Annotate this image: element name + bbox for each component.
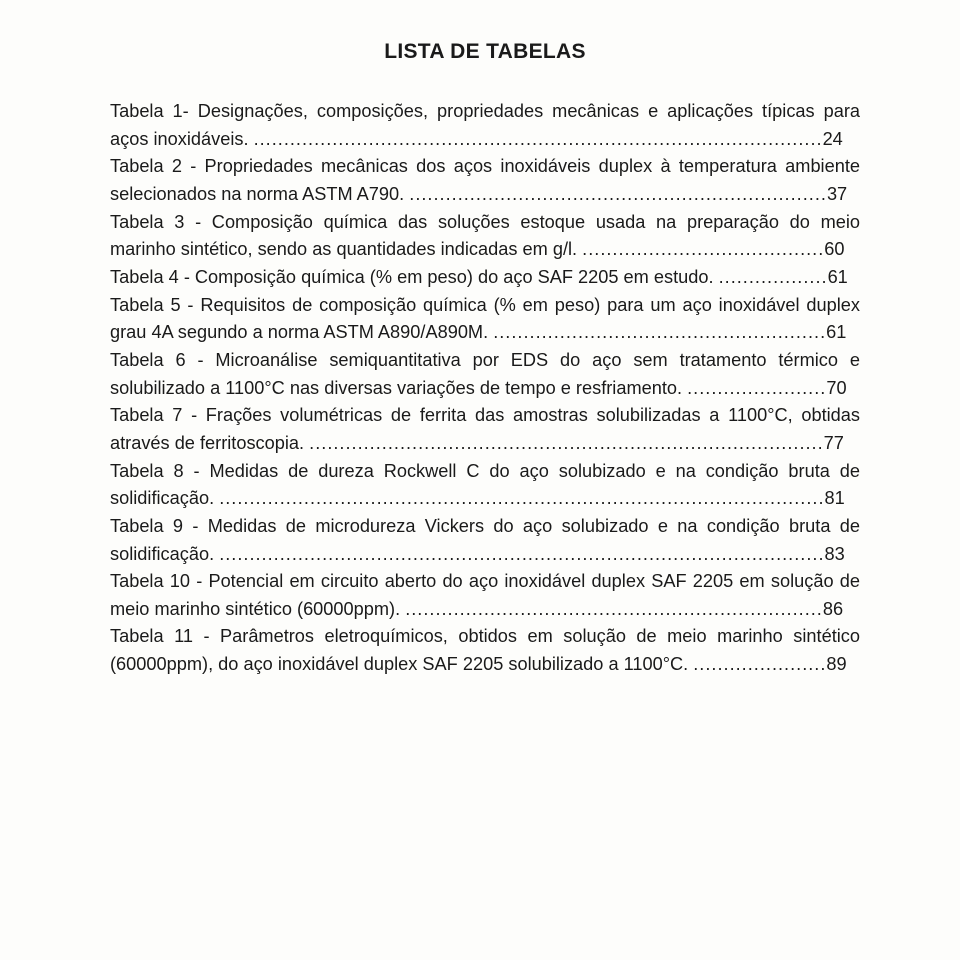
toc-entry: Tabela 5 - Requisitos de composição quím… [110, 292, 860, 347]
toc-entry-page: 61 [828, 267, 848, 287]
toc-leader-dots: ........................................… [219, 544, 824, 564]
page-container: LISTA DE TABELAS Tabela 1- Designações, … [0, 0, 960, 960]
toc-entry: Tabela 7 - Frações volumétricas de ferri… [110, 402, 860, 457]
toc-leader-dots: ....................... [687, 378, 826, 398]
toc-entry-page: 61 [826, 322, 846, 342]
toc-leader-dots: ........................................… [405, 599, 823, 619]
toc-leader-dots: ........................................… [493, 322, 826, 342]
toc-entry-page: 70 [826, 378, 846, 398]
toc-entry: Tabela 9 - Medidas de microdureza Vicker… [110, 513, 860, 568]
toc-entry: Tabela 11 - Parâmetros eletroquímicos, o… [110, 623, 860, 678]
toc-entry: Tabela 4 - Composição química (% em peso… [110, 264, 860, 292]
toc-entry-page: 81 [825, 488, 845, 508]
toc-entry-page: 89 [826, 654, 846, 674]
toc-entry: Tabela 8 - Medidas de dureza Rockwell C … [110, 458, 860, 513]
toc-entry: Tabela 6 - Microanálise semiquantitativa… [110, 347, 860, 402]
toc-leader-dots: ...................... [693, 654, 826, 674]
toc-entry-page: 37 [827, 184, 847, 204]
toc-entry-page: 77 [824, 433, 844, 453]
page-title: LISTA DE TABELAS [110, 40, 860, 64]
toc-leader-dots: ........................................… [219, 488, 824, 508]
toc-leader-dots: .................. [719, 267, 828, 287]
toc-entry: Tabela 3 - Composição química das soluçõ… [110, 209, 860, 264]
entries-list: Tabela 1- Designações, composições, prop… [110, 98, 860, 679]
toc-entry-page: 60 [824, 239, 844, 259]
toc-leader-dots: ........................................ [582, 239, 824, 259]
toc-entry-page: 86 [823, 599, 843, 619]
toc-entry-page: 24 [823, 129, 843, 149]
toc-leader-dots: ........................................… [309, 433, 824, 453]
toc-leader-dots: ........................................… [254, 129, 823, 149]
toc-entry-text: Tabela 4 - Composição química (% em peso… [110, 267, 719, 287]
toc-entry-page: 83 [825, 544, 845, 564]
toc-entry: Tabela 1- Designações, composições, prop… [110, 98, 860, 153]
toc-leader-dots: ........................................… [409, 184, 827, 204]
toc-entry: Tabela 10 - Potencial em circuito aberto… [110, 568, 860, 623]
toc-entry: Tabela 2 - Propriedades mecânicas dos aç… [110, 153, 860, 208]
